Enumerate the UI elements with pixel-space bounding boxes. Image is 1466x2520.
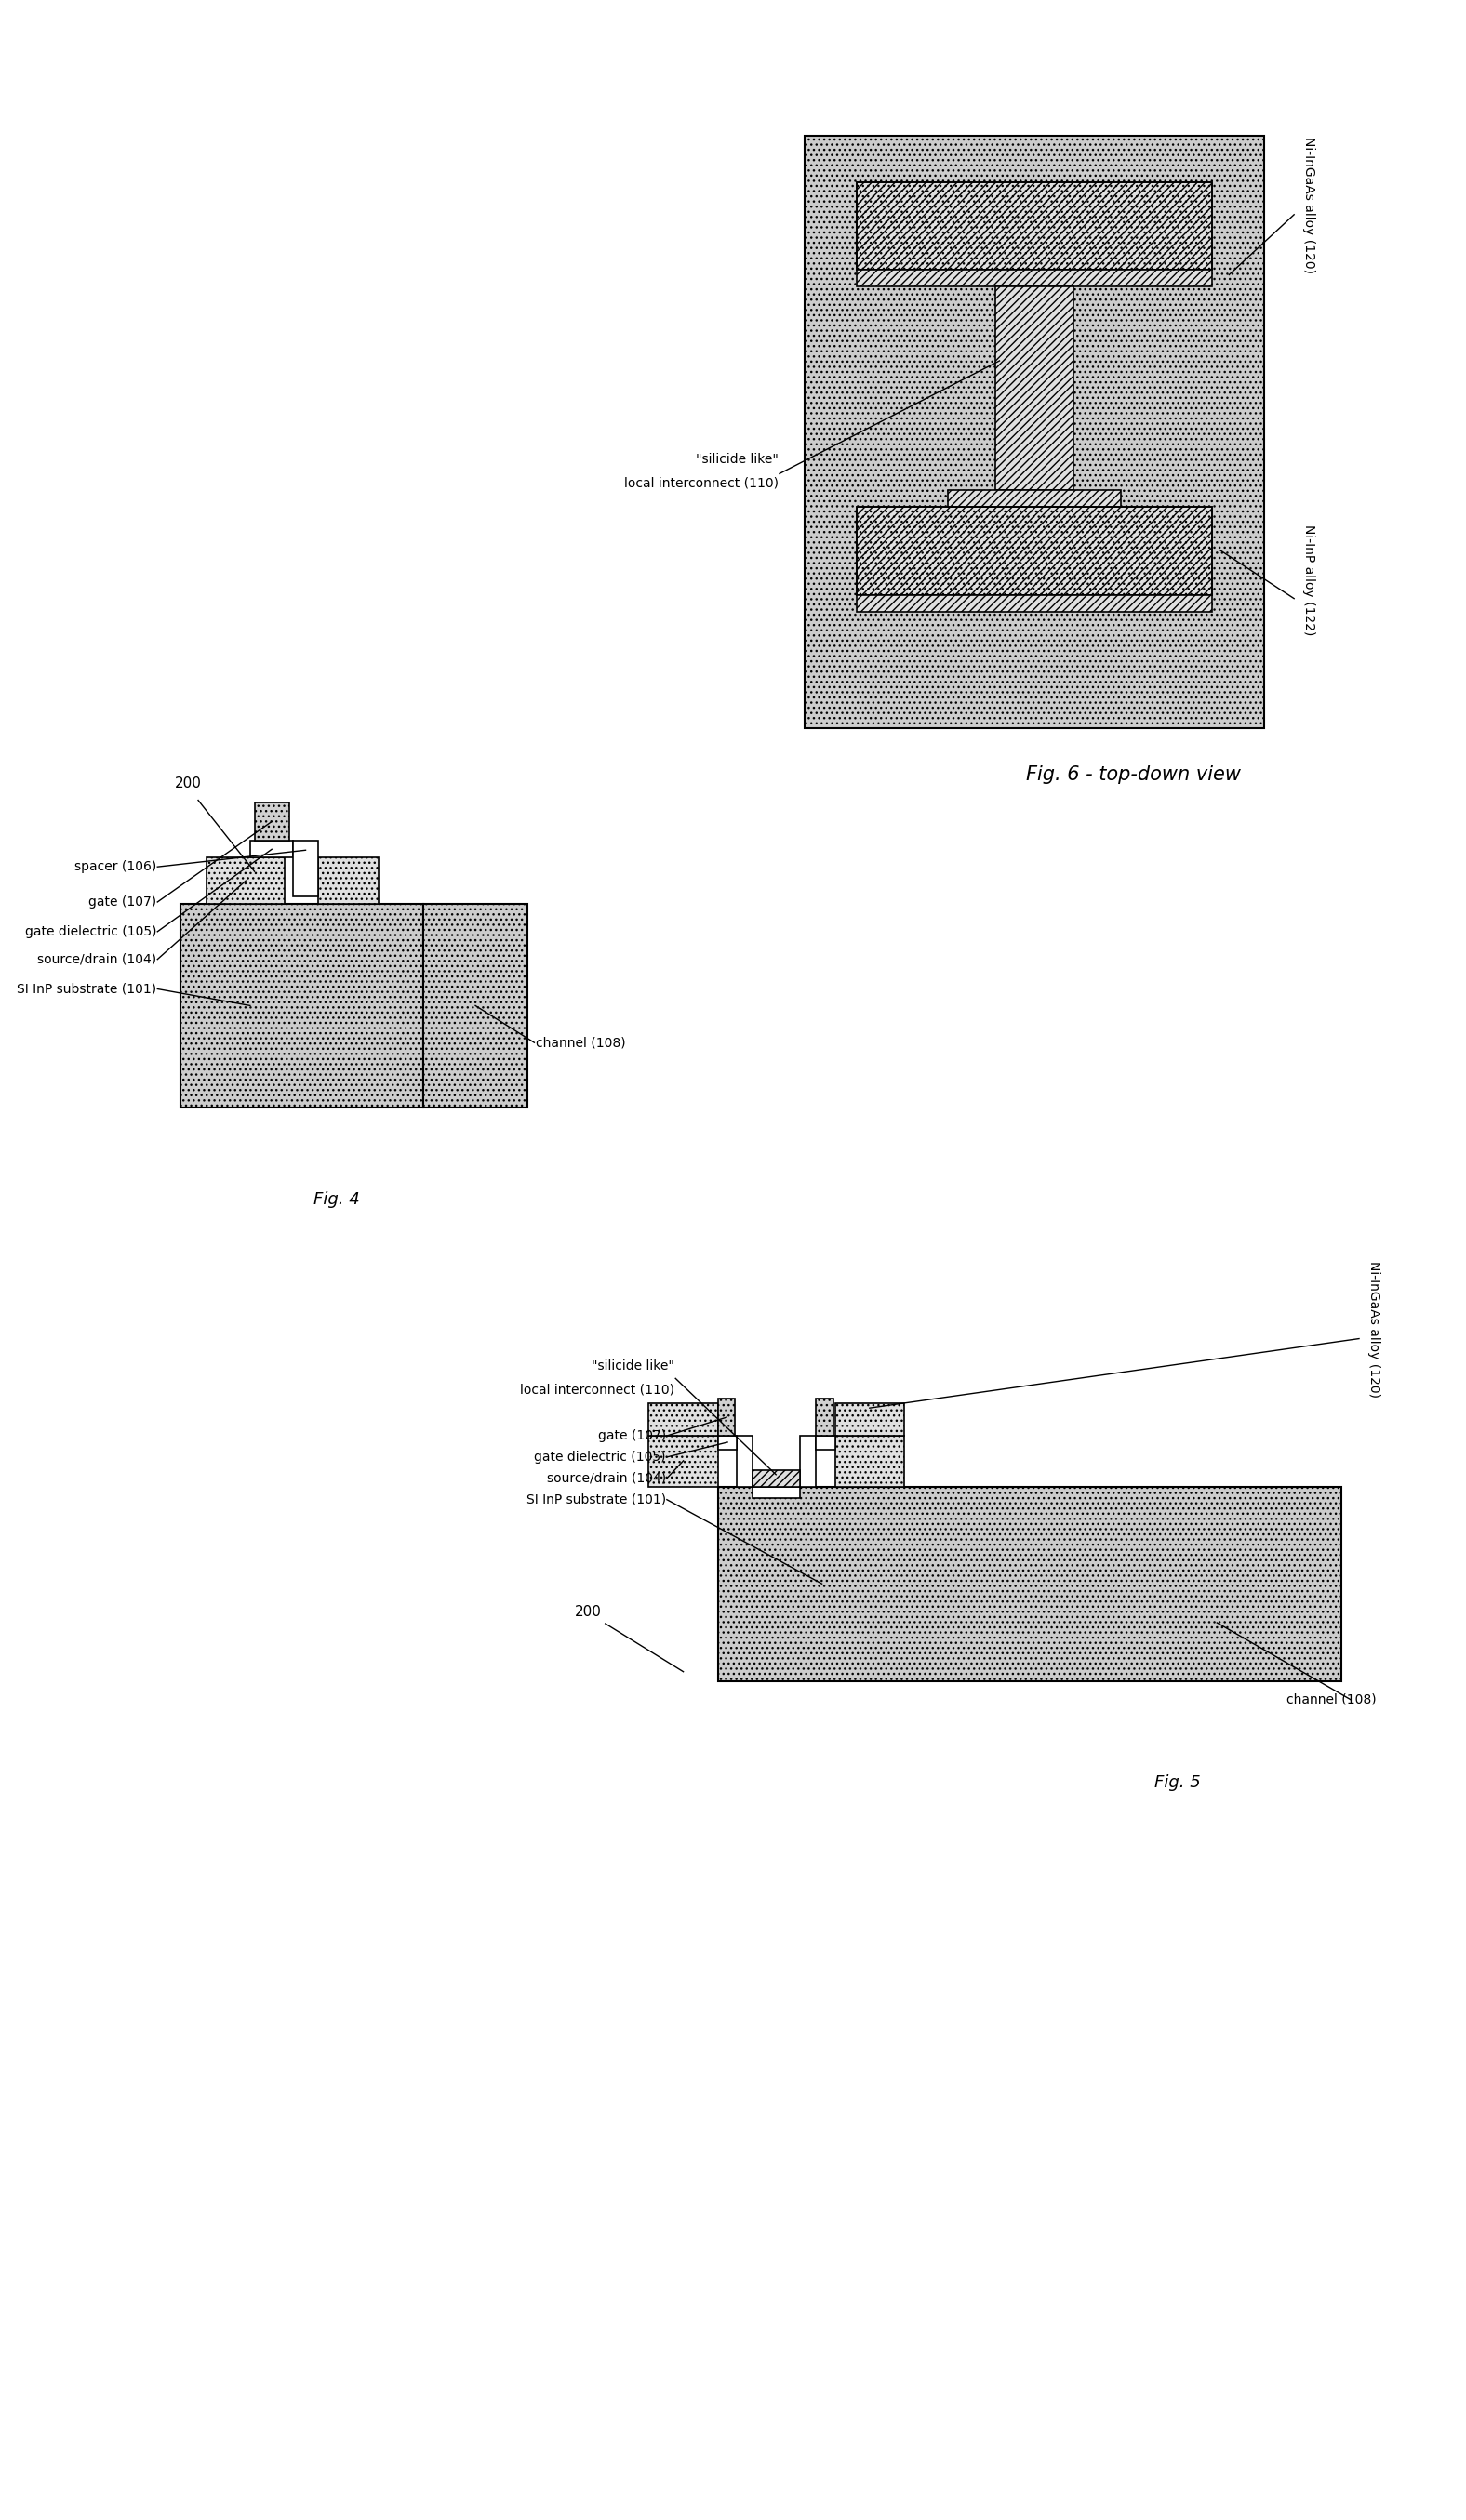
Bar — [856, 507, 1212, 595]
Bar — [207, 857, 284, 905]
Bar — [424, 905, 528, 1106]
Text: Fig. 5: Fig. 5 — [1154, 1774, 1201, 1792]
Text: 200: 200 — [575, 1605, 601, 1618]
Bar — [255, 801, 289, 842]
Text: source/drain (104): source/drain (104) — [547, 1472, 666, 1484]
Bar — [836, 1404, 905, 1436]
Text: 200: 200 — [174, 776, 201, 791]
Bar — [856, 181, 1212, 270]
Bar — [318, 857, 378, 905]
Bar — [836, 1436, 905, 1487]
Bar — [817, 1436, 836, 1449]
Bar — [947, 491, 1121, 507]
Bar — [293, 842, 318, 897]
Bar — [718, 1436, 737, 1449]
Text: gate (107): gate (107) — [598, 1429, 666, 1441]
Bar — [752, 1469, 800, 1487]
Bar — [648, 1404, 718, 1436]
Text: channel (108): channel (108) — [537, 1036, 626, 1048]
Text: "silicide like": "silicide like" — [696, 454, 778, 466]
Bar — [856, 595, 1212, 612]
Text: Ni-InGaAs alloy (120): Ni-InGaAs alloy (120) — [1303, 136, 1316, 275]
Text: local interconnect (110): local interconnect (110) — [625, 476, 778, 489]
Text: Fig. 6 - top-down view: Fig. 6 - top-down view — [1026, 766, 1242, 784]
Bar — [995, 287, 1073, 491]
Bar — [180, 905, 424, 1106]
Text: channel (108): channel (108) — [1287, 1693, 1377, 1706]
Bar — [805, 136, 1264, 728]
Text: "silicide like": "silicide like" — [592, 1361, 674, 1373]
Text: Ni-InP alloy (122): Ni-InP alloy (122) — [1303, 524, 1316, 635]
Text: gate dielectric (105): gate dielectric (105) — [534, 1452, 666, 1464]
Text: gate (107): gate (107) — [88, 895, 157, 910]
Bar — [752, 1487, 800, 1497]
Text: gate dielectric (105): gate dielectric (105) — [25, 925, 157, 937]
Text: spacer (106): spacer (106) — [75, 859, 157, 874]
Bar — [817, 1399, 833, 1436]
Bar — [648, 1436, 718, 1487]
Bar — [856, 507, 1212, 595]
Text: SI InP substrate (101): SI InP substrate (101) — [526, 1492, 666, 1507]
Text: local interconnect (110): local interconnect (110) — [520, 1383, 674, 1396]
Bar — [856, 270, 1212, 287]
Bar — [718, 1399, 736, 1436]
Bar — [718, 1487, 1341, 1681]
Bar — [251, 842, 293, 857]
Bar — [856, 181, 1212, 270]
Text: Fig. 4: Fig. 4 — [314, 1192, 361, 1207]
Text: SI InP substrate (101): SI InP substrate (101) — [18, 983, 157, 995]
Text: Ni-InGaAs alloy (120): Ni-InGaAs alloy (120) — [1368, 1260, 1381, 1399]
Bar — [800, 1436, 817, 1487]
Text: source/drain (104): source/drain (104) — [38, 953, 157, 965]
Bar — [737, 1436, 752, 1487]
